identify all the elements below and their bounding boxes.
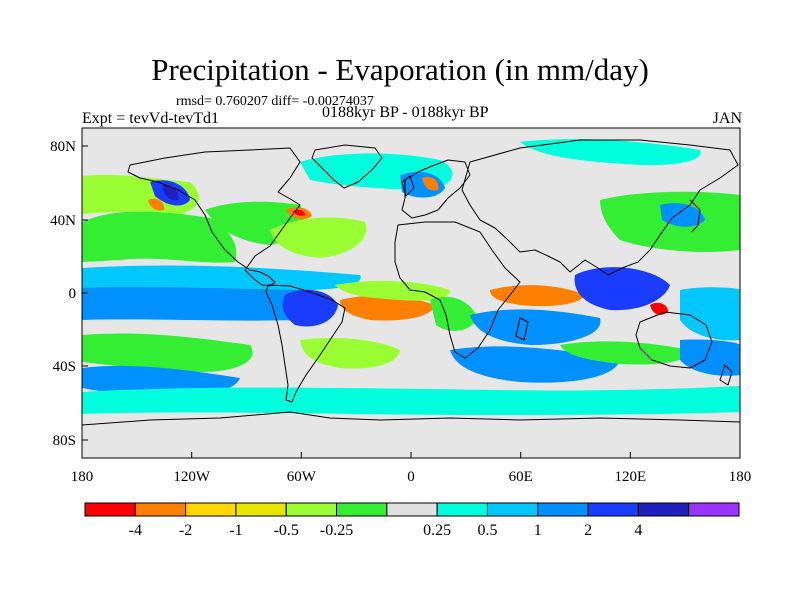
month-label: JAN — [712, 110, 742, 127]
field-maritime-red — [650, 302, 668, 315]
field-indian-blue — [470, 309, 601, 345]
lat-tick-label: 80S — [53, 433, 76, 449]
colorbar-label: -4 — [129, 522, 142, 539]
period-label: 0188kyr BP - 0188kyr BP — [322, 104, 489, 121]
colorbar-label: 0.25 — [423, 522, 451, 539]
coast-australia — [635, 311, 713, 369]
colorbar-box — [84, 502, 136, 517]
colorbar-label: 2 — [584, 522, 592, 539]
coast-uk — [401, 175, 415, 197]
lon-tick-label: 0 — [407, 469, 415, 485]
colorbar-box — [587, 502, 639, 517]
coast-new-zealand — [719, 364, 733, 386]
experiment-label: Expt = tevVd-tevTd1 — [82, 110, 219, 127]
colorbar-box — [436, 502, 488, 517]
lat-tick-label: 40N — [50, 213, 76, 229]
coast-greenland — [311, 144, 383, 189]
coast-south-america — [265, 284, 346, 403]
field-tropical-cyan — [82, 265, 361, 290]
field-southern-green — [82, 333, 253, 372]
lon-tick-label: 120W — [173, 469, 211, 485]
field-arctic-cyan — [520, 139, 701, 166]
colorbar-label: 4 — [634, 522, 642, 539]
field-northpacific-green — [82, 211, 237, 263]
field-pacific-orange — [148, 198, 165, 211]
colorbar-box — [134, 502, 187, 517]
coast-africa — [394, 221, 521, 359]
lat-tick-label: 0 — [69, 286, 77, 302]
lon-tick-label: 60E — [509, 469, 533, 485]
field-atlantic-lime — [270, 217, 367, 258]
stats-text: rmsd= 0.760207 diff= -0.00274037 — [176, 94, 374, 109]
field-southern-cyan — [82, 386, 740, 416]
colorbar-label: -0.25 — [320, 522, 353, 539]
lat-tick-label: 40S — [53, 359, 76, 375]
coast-japan — [689, 199, 701, 233]
colorbar-label: -1 — [229, 522, 242, 539]
lon-tick-label: 60W — [287, 469, 317, 485]
lon-tick-label: 180 — [71, 469, 94, 485]
field-maritime-blue — [574, 267, 670, 311]
field-eastasia-blue — [660, 203, 705, 227]
map-field — [82, 128, 740, 458]
colorbar-box — [486, 502, 539, 517]
colorbar-box — [185, 502, 237, 517]
field-europe-orange — [422, 177, 439, 191]
colorbar-box — [386, 502, 438, 517]
coast-asia — [461, 139, 739, 276]
lat-tick-label: 80N — [50, 139, 76, 155]
field-tropical-blue — [82, 282, 323, 321]
colorbar-box — [235, 502, 287, 517]
colorbar: -4 -2 -1 -0.5 -0.25 0.25 0.5 1 2 4 — [84, 502, 740, 539]
coast-antarctica — [82, 411, 740, 426]
colorbar-label: 1 — [534, 522, 542, 539]
colorbar-label: 0.5 — [477, 522, 497, 539]
colorbar-label: -2 — [179, 522, 192, 539]
field-gulfstream-red — [293, 209, 305, 216]
coast-north-america — [127, 147, 301, 287]
coastlines — [82, 139, 740, 426]
lon-tick-label: 120E — [614, 469, 646, 485]
lat-ticks — [82, 145, 88, 441]
lon-ticks — [81, 452, 741, 458]
field-atlantic-lime-eq — [335, 280, 450, 301]
colorbar-box — [688, 502, 740, 517]
field-southpac-blue — [680, 339, 740, 376]
colorbar-box — [637, 502, 690, 517]
field-southern-lime — [300, 338, 400, 369]
field-alaska-darkblue — [162, 185, 179, 201]
field-southern-green-2 — [560, 341, 690, 365]
coast-madagascar — [515, 317, 529, 341]
colorbar-box — [285, 502, 338, 517]
colorbar-label: -0.5 — [274, 522, 299, 539]
lon-tick-label: 180 — [729, 469, 752, 485]
map-title: Precipitation - Evaporation (in mm/day) — [151, 52, 649, 87]
field-atlantic-orange — [340, 295, 435, 321]
field-southpacific-cyan — [680, 287, 740, 341]
colorbar-box — [537, 502, 589, 517]
colorbar-box — [336, 502, 388, 517]
field-brazil-darkblue — [282, 289, 338, 327]
coast-europe — [401, 159, 471, 219]
